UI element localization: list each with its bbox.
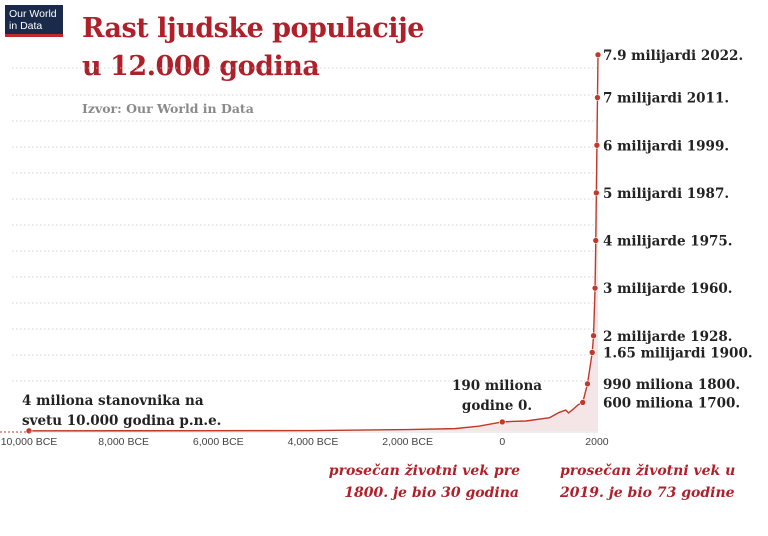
title-line-2: u 12.000 godina bbox=[82, 51, 320, 82]
x-tick-label: 2000 bbox=[585, 436, 609, 448]
data-label: 3 milijarde 1960. bbox=[603, 281, 733, 297]
annotation-zero-line-2: godine 0. bbox=[462, 398, 532, 414]
data-label: 7 milijardi 2011. bbox=[603, 91, 729, 107]
data-point bbox=[593, 189, 600, 197]
x-tick-label: 6,000 BCE bbox=[193, 436, 244, 448]
x-tick-label: 2,000 BCE bbox=[382, 436, 433, 448]
series-path bbox=[28, 54, 599, 432]
life-expectancy-2019-line-1: prosečan životni vek u bbox=[560, 463, 735, 479]
data-label: 7.9 milijardi 2022. bbox=[603, 48, 743, 64]
data-labels: 600 miliona 1700. 990 miliona 1800. 1.65 m… bbox=[603, 48, 753, 412]
x-tick-label: 0 bbox=[499, 436, 505, 448]
logo-line-1: Our World bbox=[9, 8, 57, 20]
x-axis: 10,000 BCE 8,000 BCE 6,000 BCE 4,000 BCE 2,0… bbox=[0, 431, 609, 448]
data-point bbox=[590, 332, 597, 340]
gridlines bbox=[12, 67, 598, 382]
title-line-1: Rast ljudske populacije bbox=[82, 13, 424, 44]
area-fill bbox=[29, 54, 598, 431]
data-point bbox=[498, 418, 506, 426]
data-point bbox=[579, 399, 587, 406]
annotation-start-line-2: svetu 10.000 godina p.n.e. bbox=[22, 413, 221, 429]
x-tick-label: 10,000 BCE bbox=[1, 436, 58, 448]
data-label: 6 milijardi 1999. bbox=[603, 138, 729, 154]
owid-logo: Our World in Data bbox=[5, 5, 63, 37]
data-label: 1.65 milijardi 1900. bbox=[603, 345, 753, 361]
life-expectancy-2019-line-2: 2019. je bio 73 godine bbox=[559, 485, 735, 501]
data-point bbox=[25, 427, 33, 435]
data-point bbox=[594, 51, 602, 59]
x-tick-label: 8,000 BCE bbox=[98, 436, 149, 448]
data-point bbox=[588, 349, 596, 356]
data-label: 600 miliona 1700. bbox=[603, 395, 740, 411]
data-label: 990 miliona 1800. bbox=[603, 377, 740, 393]
series-line bbox=[28, 54, 599, 432]
data-point bbox=[584, 380, 591, 388]
data-points bbox=[25, 51, 602, 435]
life-expectancy-pre1800-line-2: 1800. je bio 30 godina bbox=[344, 485, 519, 501]
annotation-start-line-1: 4 miliona stanovnika na bbox=[22, 393, 204, 409]
data-label: 5 milijardi 1987. bbox=[603, 186, 729, 202]
data-point bbox=[591, 284, 599, 292]
data-point bbox=[592, 237, 600, 244]
data-label: 2 milijarde 1928. bbox=[603, 329, 733, 345]
data-point bbox=[593, 141, 601, 149]
data-label: 4 milijarde 1975. bbox=[603, 234, 733, 250]
x-tick-label: 4,000 BCE bbox=[288, 436, 339, 448]
series-area bbox=[29, 54, 598, 431]
logo-accent-bar bbox=[5, 34, 63, 37]
logo-line-2: in Data bbox=[9, 20, 43, 32]
annotation-zero-line-1: 190 miliona bbox=[452, 378, 542, 394]
data-point bbox=[594, 94, 601, 101]
life-expectancy-pre1800-line-1: prosečan životni vek pre bbox=[329, 463, 520, 479]
source-note: Izvor: Our World in Data bbox=[82, 101, 254, 116]
chart-title: Rast ljudske populacije u 12.000 godina bbox=[82, 10, 424, 86]
